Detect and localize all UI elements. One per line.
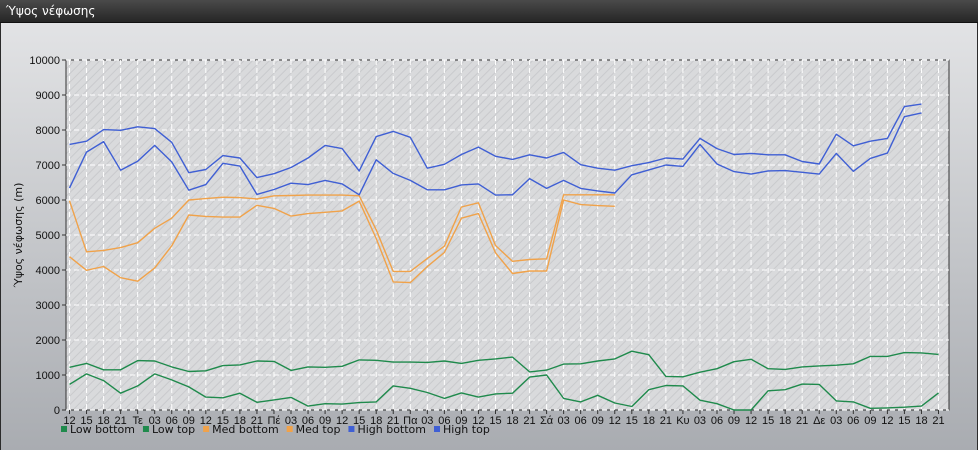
series-line-low-bottom: [69, 350, 939, 378]
legend-swatch-low-bottom: [61, 426, 67, 432]
x-tick-label: 12: [63, 415, 75, 427]
y-tick-label: 10000: [29, 55, 60, 67]
x-tick-label: 03: [694, 415, 706, 427]
title-bar: Ύψος νέφωσης: [0, 0, 978, 23]
x-tick-label: 18: [234, 415, 246, 427]
x-tick-label: 12: [472, 415, 484, 427]
x-tick-label: 18: [370, 415, 382, 427]
x-tick-label: 09: [319, 415, 331, 427]
y-tick-label: 3000: [36, 300, 60, 312]
y-tick-label: 0: [54, 405, 60, 417]
x-tick-label: Σά: [540, 415, 554, 427]
y-tick-label: 2000: [36, 335, 60, 347]
y-tick-label: 1000: [36, 370, 60, 382]
x-tick-label: 21: [932, 415, 944, 427]
x-tick-label: 12: [745, 415, 757, 427]
x-tick-label: Πέ: [268, 415, 281, 427]
x-tick-label: 06: [438, 415, 450, 427]
x-tick-label: 09: [864, 415, 876, 427]
x-tick-label: 21: [387, 415, 399, 427]
x-tick-label: 03: [830, 415, 842, 427]
legend-label-high-bottom: High bottom: [357, 423, 426, 436]
x-tick-label: 03: [285, 415, 297, 427]
x-tick-label: 18: [779, 415, 791, 427]
legend-label-high-top: High top: [443, 423, 490, 436]
x-tick-label: 21: [796, 415, 808, 427]
legend-swatch-high-top: [434, 426, 440, 432]
y-tick-label: 5000: [36, 230, 60, 242]
x-tick-label: 15: [762, 415, 774, 427]
x-tick-label: 03: [149, 415, 161, 427]
x-tick-label: 12: [881, 415, 893, 427]
x-tick-label: 03: [558, 415, 570, 427]
x-tick-label: 21: [251, 415, 263, 427]
x-tick-label: 06: [575, 415, 587, 427]
legend-swatch-high-bottom: [348, 426, 355, 432]
cloud-height-chart: 0 1000 2000 3000 4000 5000 6000 7000 8000 9000 100…: [12, 55, 950, 436]
x-tick-label: 15: [898, 415, 910, 427]
series-line-med-top: [68, 194, 615, 273]
x-tick-label: Δε: [813, 415, 825, 427]
x-tick-label: 15: [626, 415, 638, 427]
x-tick-label: 12: [200, 415, 212, 427]
x-tick-label: 18: [97, 415, 109, 427]
y-tick-label: 9000: [36, 90, 60, 102]
legend-label-med-top: Med top: [296, 423, 341, 436]
x-tick-label: 15: [489, 415, 501, 427]
series-line-med-bottom: [69, 199, 615, 284]
series-lines: [68, 103, 939, 411]
legend-label-low-bottom: Low bottom: [70, 423, 135, 436]
x-tick-label: 09: [592, 415, 604, 427]
x-tick-label: 15: [80, 415, 92, 427]
x-tick-label: 12: [609, 415, 621, 427]
window-title: Ύψος νέφωσης: [6, 4, 96, 18]
x-tick-label: 21: [523, 415, 535, 427]
x-tick-label: Πα: [403, 415, 418, 427]
x-tick-label: 06: [711, 415, 723, 427]
series-line-high-top: [69, 103, 922, 179]
y-tick-label: 6000: [36, 195, 60, 207]
grid-lines: [66, 59, 949, 411]
legend-swatch-low-top: [142, 426, 149, 432]
series-line-low-top: [69, 373, 939, 411]
x-tick-label: 21: [114, 415, 126, 427]
x-tick-label: 09: [183, 415, 195, 427]
x-tick-label: 09: [455, 415, 467, 427]
legend-swatch-med-top: [286, 426, 293, 432]
x-tick-label: 06: [166, 415, 178, 427]
x-tick-label: 12: [336, 415, 348, 427]
x-tick-label: Κυ: [676, 415, 689, 427]
legend-label-med-bottom: Med bottom: [212, 423, 279, 436]
y-tick-label: 8000: [36, 125, 60, 137]
legend-swatch-med-bottom: [203, 426, 210, 432]
x-tick-label: 03: [421, 415, 433, 427]
y-tick-label: 4000: [36, 265, 60, 277]
x-tick-label: 18: [915, 415, 927, 427]
legend-label-low-top: Low top: [152, 423, 195, 436]
x-tick-label: 06: [302, 415, 314, 427]
chart-panel: 0 1000 2000 3000 4000 5000 6000 7000 8000 9000 100…: [1, 23, 977, 450]
x-tick-label: 18: [643, 415, 655, 427]
y-axis-label: Ύψος νέφωσης (m): [12, 183, 25, 289]
series-line-high-bottom: [68, 112, 922, 196]
x-axis-ticks: 12 15 18 21 Τε 03 06 09 12 15 18 21 Πέ 03 06 09 12 15 18 21…: [63, 410, 945, 427]
y-tick-label: 7000: [36, 160, 60, 172]
x-tick-label: 18: [506, 415, 518, 427]
x-tick-label: 15: [217, 415, 229, 427]
x-tick-label: 15: [353, 415, 365, 427]
x-tick-label: 09: [728, 415, 740, 427]
legend: Low bottom Low top Med bottom Med top High b…: [61, 423, 490, 436]
x-tick-label: 21: [660, 415, 672, 427]
y-axis-ticks: 0 1000 2000 3000 4000 5000 6000 7000 8000 9000 100…: [29, 55, 66, 417]
x-tick-label: 06: [847, 415, 859, 427]
x-tick-label: Τε: [132, 415, 143, 427]
